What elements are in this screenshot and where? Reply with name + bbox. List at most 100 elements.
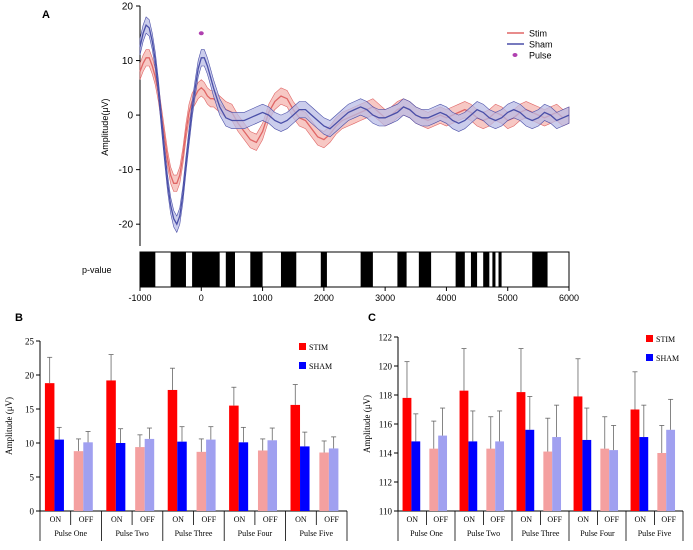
subcategory-label-off: OFF [140,515,155,524]
subcategory-label-off: OFF [490,515,505,524]
bar-sham-on [177,441,187,511]
panel-b-ytick-label: 10 [25,439,35,449]
panel-a-xtick-label: 4000 [436,293,456,303]
panel-c-ylabel: Amplitude (μV) [362,395,372,453]
panel-b-ytick-label: 0 [30,507,35,517]
bar-sham-on [115,443,126,511]
panel-c-ytick-label: 116 [379,420,393,430]
group-label: Pulse Three [175,529,213,538]
bar-sham-off [206,439,216,511]
subcategory-label-off: OFF [79,515,94,524]
bar-sham-off [267,440,278,511]
panel-a-xtick-label: 6000 [559,293,579,303]
significance-bar [280,252,297,287]
bar-stim-off [196,451,207,511]
panel-c-ytick-label: 120 [379,362,393,372]
significance-bar [418,252,432,287]
panel-a-ytick-label: 20 [122,2,134,13]
significance-bar [360,252,373,287]
panel-a-ytick-label: -10 [119,165,134,176]
panel-a-ytick-label: -20 [119,220,134,231]
subcategory-label-on: ON [111,515,123,524]
bar-stim-on [516,392,526,511]
significance-bar [192,252,220,287]
panel-a-xtick-label: 1000 [253,293,273,303]
subcategory-label-off: OFF [661,515,676,524]
legend-stim-label: Stim [529,29,547,39]
panel-c-ytick-label: 110 [379,507,393,517]
bar-sham-on [525,429,535,511]
group-label: Pulse Four [580,529,615,538]
subcategory-label-on: ON [577,515,589,524]
bar-stim-on [229,405,239,511]
bar-sham-on [468,441,478,511]
bar-stim-on [44,383,55,511]
significance-bar [455,252,465,287]
series-line-sham [139,23,570,226]
bar-stim-on [459,390,469,511]
significance-bar [470,252,478,287]
bar-stim-on [402,397,412,511]
legend-sham-swatch [299,362,306,369]
panel-label-c: C [368,312,376,324]
subcategory-label-on: ON [50,515,62,524]
panel-a-ytick-label: 10 [122,56,134,67]
panel-c-ytick-label: 114 [379,449,393,459]
bar-stim-on [573,396,583,511]
group-label: Pulse Four [238,529,273,538]
subcategory-label-on: ON [172,515,184,524]
subcategory-label-on: ON [295,515,307,524]
subcategory-label-on: ON [463,515,475,524]
bar-stim-off [600,448,610,511]
panel-c-ytick-label: 112 [379,478,392,488]
bar-sham-on [411,441,421,511]
significance-bar [225,252,235,287]
subcategory-label-on: ON [406,515,418,524]
group-label: Pulse One [410,529,443,538]
panel-b-ytick-label: 5 [30,473,35,483]
group-label: Pulse Five [638,529,672,538]
bar-sham-off [83,442,93,511]
panel-a-xtick-label: 0 [199,293,204,303]
panel-label-b: B [15,312,23,324]
bar-stim-on [167,389,178,511]
subcategory-label-on: ON [234,515,246,524]
bar-sham-on [639,437,649,511]
bar-sham-off [438,435,448,511]
legend-stim-swatch [646,335,653,342]
bar-stim-off [543,451,553,511]
significance-bar [532,252,548,287]
group-label: Pulse One [54,529,87,538]
significance-bar [320,252,327,287]
subcategory-label-off: OFF [604,515,619,524]
bar-stim-off [257,450,268,511]
bar-stim-off [319,452,329,511]
significance-bar [483,252,490,287]
series-band-sham [139,16,570,234]
bar-sham-on [582,439,592,511]
bar-stim-off [135,447,145,511]
bar-stim-on [290,404,301,511]
legend-stim-swatch [299,343,306,350]
panel-b-ytick-label: 20 [25,371,35,381]
legend-sham-swatch [646,354,653,361]
bar-stim-on [106,380,116,511]
significance-bar [397,252,407,287]
significance-bar [140,252,156,287]
group-label: Pulse Five [300,529,334,538]
bar-stim-off [486,448,496,511]
pulse-marker [198,31,204,36]
panel-a-xtick-label: 2000 [314,293,334,303]
legend-stim-label: STIM [656,335,675,344]
panel-b-ytick-label: 25 [25,337,35,347]
bar-stim-off [73,451,84,511]
legend-sham-label: Sham [529,40,553,50]
group-label: Pulse Three [522,529,560,538]
bar-sham-on [238,442,249,511]
bar-sham-off [328,448,339,511]
panel-c-ytick-label: 118 [379,391,393,401]
subcategory-label-off: OFF [263,515,278,524]
subcategory-label-off: OFF [202,515,217,524]
group-label: Pulse Two [115,529,148,538]
